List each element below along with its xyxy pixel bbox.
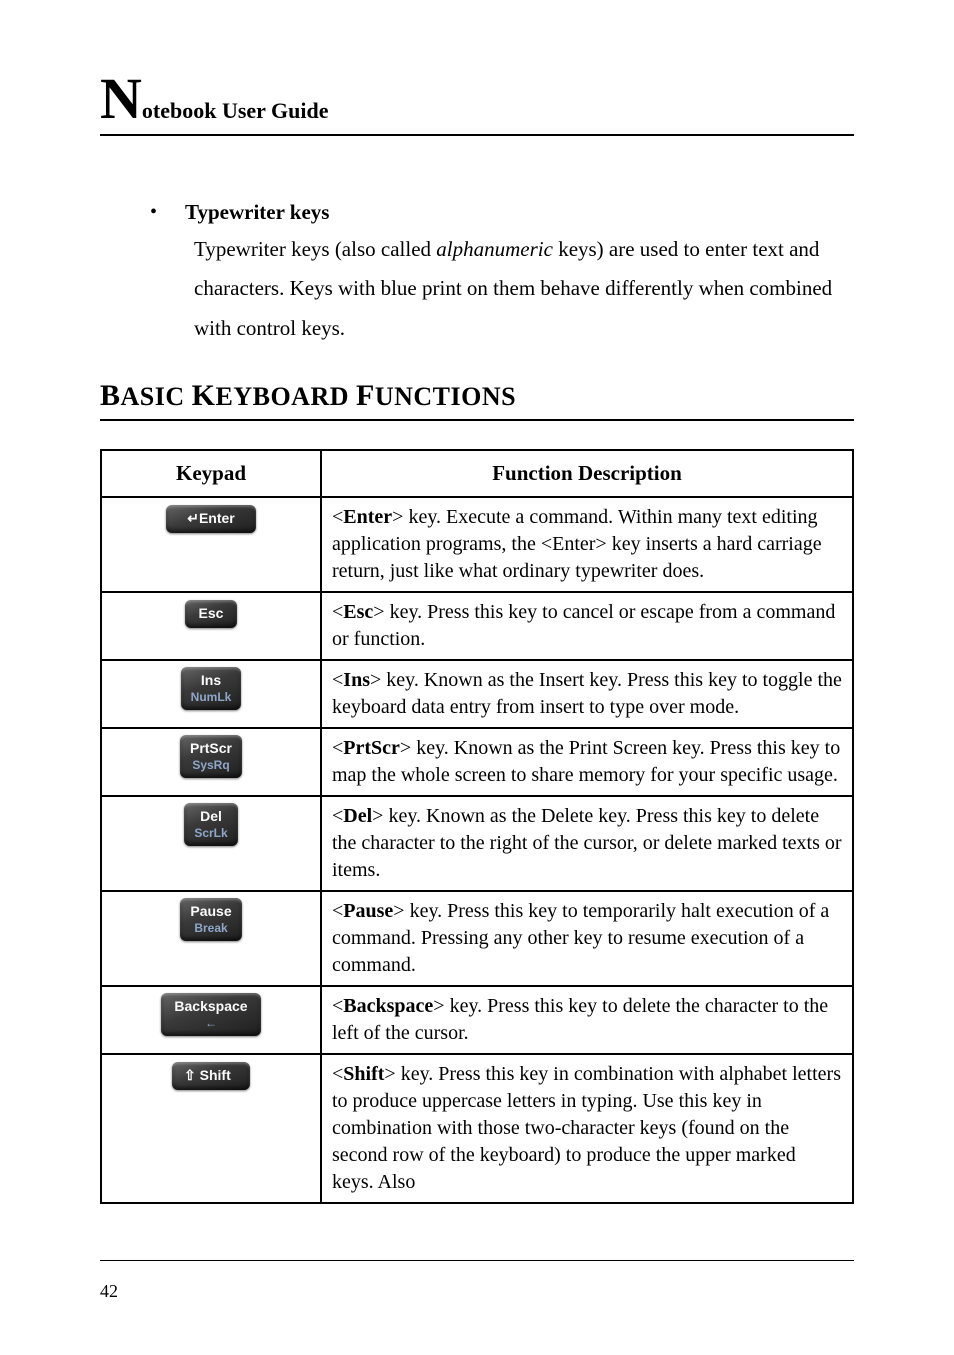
keyname-bold: Del [343,805,372,827]
heading-asic: ASIC [121,382,192,411]
keycap-main-label: Esc [199,605,224,621]
table-row: Esc<Esc> key. Press this key to cancel o… [101,592,853,660]
section-heading: BASIC KEYBOARD FUNCTIONS [100,379,854,413]
keycap-cell: ⇧ Shift [101,1054,321,1203]
keycap-main-label: Pause [190,903,231,919]
table-row: Del ScrLk <Del> key. Known as the Delete k… [101,796,853,891]
page: Notebook User Guide • Typewriter keys Ty… [0,0,954,1355]
keycap-main-label: PrtScr [190,740,232,756]
bullet-row: • Typewriter keys [150,196,854,230]
keycap-shift: ⇧ Shift [172,1062,250,1089]
th-keypad: Keypad [101,450,321,497]
bullet-body-italic: alphanumeric [436,237,553,261]
keycap-sub-label: Break [190,922,231,935]
keycap-sub-label: SysRq [190,759,232,772]
section-rule [100,419,854,421]
heading-f: F [356,379,375,412]
desc-cell: <Ins> key. Known as the Insert key. Pres… [321,660,853,728]
keycap-prtscr: PrtScr SysRq [180,735,242,778]
keycap-cell: Del ScrLk [101,796,321,891]
keycap-cell: ↵Enter [101,497,321,592]
table-row: PrtScr SysRq <PrtScr> key. Known as the Pr… [101,728,853,796]
keyname-bold: Enter [343,506,392,528]
th-desc: Function Description [321,450,853,497]
keycap-main-label: Shift [200,1067,231,1083]
keycap-cell: Backspace ← [101,986,321,1054]
table-row: Ins NumLk <Ins> key. Known as the Insert k… [101,660,853,728]
keyname-bold: Backspace [343,995,433,1017]
desc-cell: <Enter> key. Execute a command. Within m… [321,497,853,592]
keyname-bold: Esc [343,601,373,623]
desc-tail: key. Press this key in combination with … [332,1063,841,1193]
desc-tail: key. Execute a command. Within many text… [332,506,822,582]
page-number: 42 [100,1281,854,1302]
bullet-section: • Typewriter keys Typewriter keys (also … [150,196,854,349]
desc-tail: key. Press this key to cancel or escape … [332,601,835,650]
keyname-bold: Ins [343,669,370,691]
page-header: Notebook User Guide [100,70,854,128]
heading-b: B [100,379,121,412]
bullet-body-pre: Typewriter keys (also called [194,237,436,261]
keycap-cell: Esc [101,592,321,660]
keycap-main-label: Ins [201,672,221,688]
table-row: ↵Enter<Enter> key. Execute a command. Wi… [101,497,853,592]
keycap-cell: PrtScr SysRq [101,728,321,796]
heading-eyboard: EYBOARD [216,382,357,411]
table-row: Pause Break <Pause> key. Press this key to… [101,891,853,986]
keyboard-functions-table: Keypad Function Description ↵Enter<Enter… [100,449,854,1204]
desc-cell: <Del> key. Known as the Delete key. Pres… [321,796,853,891]
keycap-del: Del ScrLk [184,803,237,846]
bullet-dot-icon: • [150,196,157,228]
desc-cell: <Backspace> key. Press this key to delet… [321,986,853,1054]
keycap-esc: Esc [185,600,237,627]
keycap-main-label: Backspace [174,998,247,1014]
heading-k: K [192,379,216,412]
desc-tail: key. Press this key to temporarily halt … [332,900,829,976]
keycap-arrow-icon: ↵ [187,510,199,526]
keycap-sub-label: ScrLk [194,827,227,840]
keyname-bold: Shift [343,1063,384,1085]
heading-unctions: UNCTIONS [375,382,516,411]
keyname-bold: Pause [343,900,393,922]
desc-cell: <PrtScr> key. Known as the Print Screen … [321,728,853,796]
desc-cell: <Esc> key. Press this key to cancel or e… [321,592,853,660]
desc-cell: <Shift> key. Press this key in combinati… [321,1054,853,1203]
table-header-row: Keypad Function Description [101,450,853,497]
table-row: ⇧ Shift<Shift> key. Press this key in co… [101,1054,853,1203]
keycap-cell: Ins NumLk [101,660,321,728]
bullet-title: Typewriter keys [185,196,329,230]
desc-tail: key. Known as the Print Screen key. Pres… [332,737,840,786]
keycap-cell: Pause Break [101,891,321,986]
keycap-ins: Ins NumLk [181,667,242,710]
keycap-sub-label: NumLk [191,691,232,704]
keycap-main-label: Enter [199,510,235,526]
keycap-arrow-icon: ⇧ [184,1067,200,1083]
keycap-main-label: Del [200,808,222,824]
keycap-sub-label: ← [171,1017,251,1030]
desc-tail: key. Known as the Delete key. Press this… [332,805,842,881]
desc-tail: key. Known as the Insert key. Press this… [332,669,842,718]
header-big-letter: N [100,70,142,128]
keycap-backspace: Backspace ← [161,993,261,1036]
table-row: Backspace ← <Backspace> key. Press this ke… [101,986,853,1054]
footer-rule [100,1260,854,1261]
header-rule [100,134,854,136]
keycap-pause: Pause Break [180,898,241,941]
desc-cell: <Pause> key. Press this key to temporari… [321,891,853,986]
bullet-body: Typewriter keys (also called alphanumeri… [194,230,854,350]
keycap-enter: ↵Enter [166,505,256,532]
keyname-bold: PrtScr [343,737,400,759]
header-rest: otebook User Guide [142,98,329,123]
table-body: ↵Enter<Enter> key. Execute a command. Wi… [101,497,853,1203]
